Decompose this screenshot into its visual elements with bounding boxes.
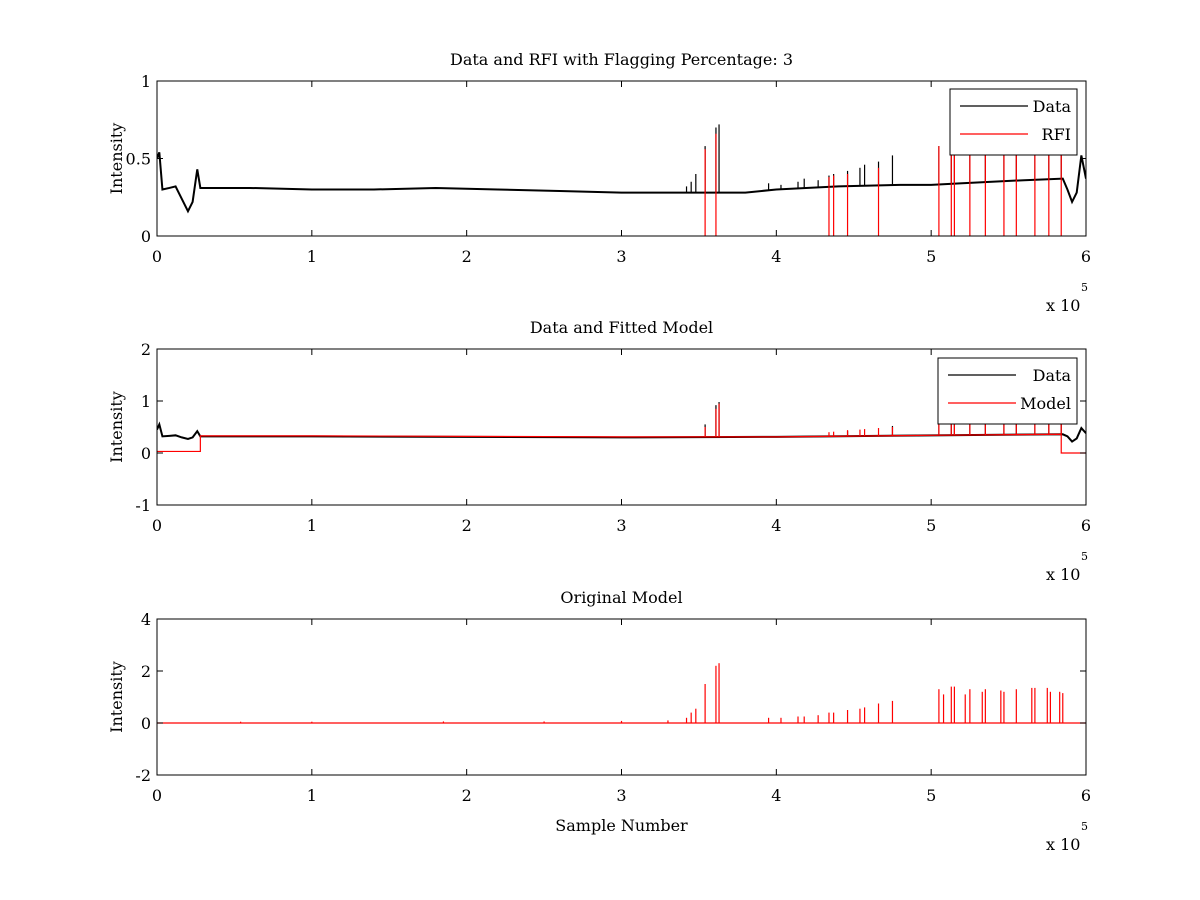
y-tick-label: 0 bbox=[141, 444, 151, 463]
y-tick-label: 0 bbox=[141, 227, 151, 246]
x-tick-label: 3 bbox=[616, 516, 626, 535]
x-axis-label: Sample Number bbox=[555, 816, 688, 835]
x-exponent-power: 5 bbox=[1081, 820, 1088, 833]
x-tick-label: 4 bbox=[771, 516, 781, 535]
x-tick-label: 4 bbox=[771, 786, 781, 805]
x-exponent-base: x 10 bbox=[1046, 296, 1080, 315]
x-tick-label: 0 bbox=[152, 786, 162, 805]
chart-title: Original Model bbox=[560, 588, 682, 607]
legend-label: Data bbox=[1033, 366, 1072, 385]
series-2-rfi bbox=[704, 133, 1062, 236]
x-tick-label: 4 bbox=[771, 247, 781, 266]
y-axis-label: Intensity bbox=[107, 391, 126, 463]
x-tick-label: 1 bbox=[307, 247, 317, 266]
series-1 bbox=[157, 663, 1086, 724]
legend: Data RFI bbox=[949, 88, 1078, 156]
series-2-model bbox=[157, 403, 1086, 454]
x-tick-label: 5 bbox=[926, 516, 936, 535]
legend: Data Model bbox=[937, 357, 1078, 425]
legend-box bbox=[937, 357, 1078, 425]
x-tick-label: 1 bbox=[307, 516, 317, 535]
y-tick-label: 1 bbox=[141, 392, 151, 411]
x-exponent-base: x 10 bbox=[1046, 835, 1080, 854]
x-exponent-power: 5 bbox=[1081, 281, 1088, 294]
x-tick-label: 2 bbox=[462, 247, 472, 266]
legend-label: Model bbox=[1020, 394, 1071, 413]
x-tick-label: 0 bbox=[152, 516, 162, 535]
x-tick-label: 6 bbox=[1081, 516, 1091, 535]
legend-label: Data bbox=[1033, 97, 1072, 116]
y-tick-label: 0 bbox=[141, 714, 151, 733]
x-exponent-power: 5 bbox=[1081, 550, 1088, 563]
x-tick-label: 6 bbox=[1081, 786, 1091, 805]
y-tick-label: 0.5 bbox=[126, 150, 151, 169]
x-exponent-base: x 10 bbox=[1046, 565, 1080, 584]
x-tick-label: 5 bbox=[926, 786, 936, 805]
legend-label: RFI bbox=[1042, 125, 1071, 144]
y-tick-label: 2 bbox=[141, 662, 151, 681]
x-tick-label: 6 bbox=[1081, 247, 1091, 266]
x-tick-label: 3 bbox=[616, 786, 626, 805]
y-tick-label: 1 bbox=[141, 72, 151, 91]
chart-title: Data and Fitted Model bbox=[530, 318, 713, 337]
x-tick-label: 1 bbox=[307, 786, 317, 805]
y-tick-label: 4 bbox=[141, 610, 151, 629]
x-tick-label: 3 bbox=[616, 247, 626, 266]
legend-box bbox=[949, 88, 1078, 156]
y-axis-label: Intensity bbox=[107, 123, 126, 195]
series-line bbox=[157, 433, 1086, 454]
x-tick-label: 2 bbox=[462, 516, 472, 535]
series-line bbox=[157, 151, 1086, 214]
y-axis-label: Intensity bbox=[107, 661, 126, 733]
x-tick-label: 5 bbox=[926, 247, 936, 266]
x-tick-label: 2 bbox=[462, 786, 472, 805]
y-tick-label: -2 bbox=[135, 766, 151, 785]
y-tick-label: 2 bbox=[141, 340, 151, 359]
x-tick-label: 0 bbox=[152, 247, 162, 266]
y-tick-label: -1 bbox=[135, 496, 151, 515]
chart-title: Data and RFI with Flagging Percentage: 3 bbox=[450, 50, 793, 69]
